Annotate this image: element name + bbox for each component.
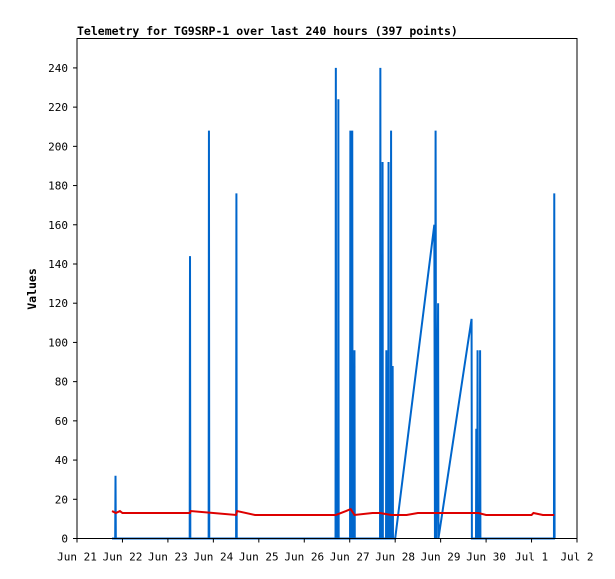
y-tick-label: 120 bbox=[48, 297, 68, 310]
x-tick-label: Jun 28 bbox=[375, 551, 415, 564]
plot-frame bbox=[76, 38, 578, 539]
y-tick-label: 200 bbox=[48, 140, 68, 153]
y-tick-label: 0 bbox=[61, 533, 68, 546]
y-tick-label: 20 bbox=[55, 493, 68, 506]
x-tick-label: Jun 29 bbox=[421, 551, 461, 564]
x-tick-label: Jun 23 bbox=[148, 551, 188, 564]
y-tick-label: 180 bbox=[48, 180, 68, 193]
y-tick-label: 80 bbox=[55, 376, 68, 389]
x-tick-label: Jun 30 bbox=[466, 551, 506, 564]
y-tick-label: 240 bbox=[48, 62, 68, 75]
y-axis-ticks: 0 20 40 60 80 100 120 140 160 180 200 220 240 bbox=[48, 62, 77, 546]
x-tick-label: Jun 21 bbox=[57, 551, 97, 564]
y-tick-label: 160 bbox=[48, 219, 68, 232]
x-axis-ticks: Jun 21 Jun 22 Jun 23 Jun 24 Jun 25 Jun 26 Jun … bbox=[57, 538, 594, 564]
x-tick-label: Jun 22 bbox=[103, 551, 143, 564]
y-tick-label: 100 bbox=[48, 336, 68, 349]
y-tick-label: 60 bbox=[55, 415, 68, 428]
y-tick-label: 40 bbox=[55, 454, 68, 467]
x-tick-label: Jul 2 bbox=[560, 551, 593, 564]
y-axis-label: Values bbox=[25, 268, 39, 310]
x-tick-label: Jun 27 bbox=[330, 551, 370, 564]
x-tick-label: Jun 24 bbox=[193, 551, 233, 564]
x-tick-label: Jun 25 bbox=[239, 551, 279, 564]
x-tick-label: Jun 26 bbox=[284, 551, 324, 564]
chart-title: Telemetry for TG9SRP-1 over last 240 hou… bbox=[77, 24, 458, 38]
y-tick-label: 140 bbox=[48, 258, 68, 271]
y-tick-label: 220 bbox=[48, 101, 68, 114]
x-tick-label: Jul 1 bbox=[515, 551, 548, 564]
series-line-1 bbox=[111, 507, 555, 517]
